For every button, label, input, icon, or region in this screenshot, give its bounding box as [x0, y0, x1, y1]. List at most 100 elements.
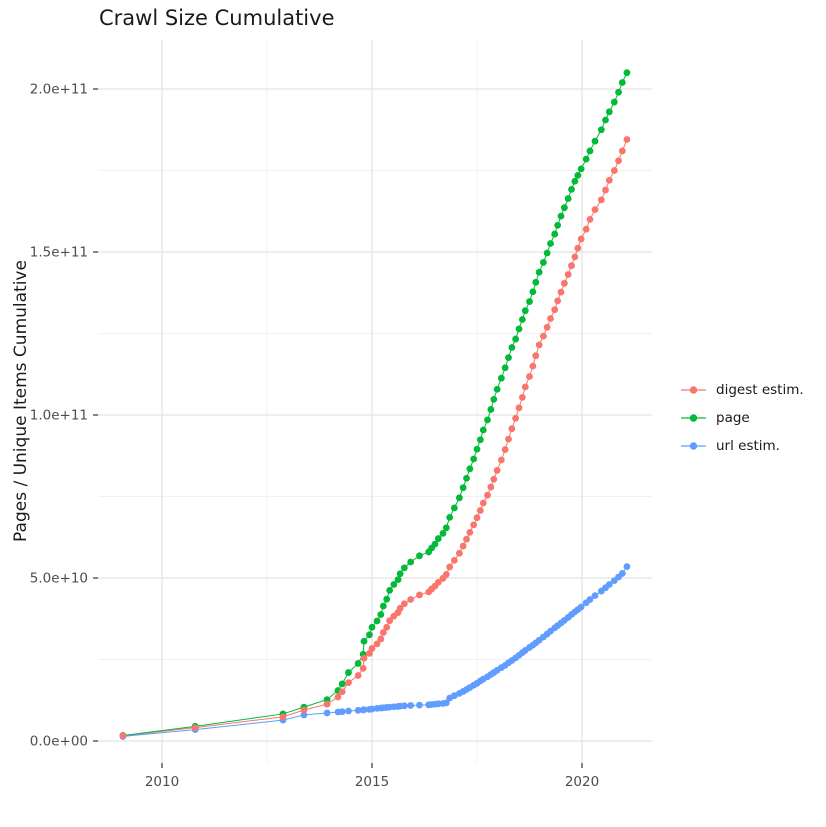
data-point: [568, 186, 575, 193]
data-point: [577, 603, 585, 611]
data-point: [476, 507, 484, 514]
data-point: [463, 535, 470, 543]
data-point: [521, 383, 529, 391]
legend-item-digest: digest estim.: [680, 381, 804, 399]
data-point: [512, 335, 520, 343]
y-tick-label: 1.5e+11: [30, 245, 88, 261]
data-point: [597, 196, 605, 204]
data-point: [434, 535, 442, 542]
data-point: [574, 171, 582, 179]
data-point: [473, 445, 481, 453]
data-point: [466, 465, 474, 473]
data-point: [400, 564, 408, 572]
data-point: [508, 344, 516, 351]
data-point: [582, 225, 590, 233]
data-point: [416, 591, 423, 599]
data-point: [466, 528, 474, 536]
legend: digest estim. page url estim.: [680, 381, 804, 465]
data-point: [493, 385, 501, 393]
data-point: [557, 212, 565, 220]
data-point: [605, 581, 613, 588]
data-point: [345, 669, 352, 676]
data-point: [484, 491, 491, 499]
data-point: [379, 602, 387, 610]
data-point: [554, 297, 562, 305]
data-point: [479, 426, 487, 434]
data-point: [400, 702, 408, 710]
data-point: [354, 706, 362, 714]
legend-item-url: url estim.: [680, 437, 804, 455]
data-point: [434, 578, 442, 586]
x-tick-label: 2015: [355, 774, 389, 790]
x-tick-label: 2010: [145, 774, 179, 790]
axis-tick-labels: 0.0e+00 5.0e+10 1.0e+11 1.5e+11 2.0e+11 2010 2…: [30, 82, 599, 791]
data-point: [557, 288, 565, 296]
data-point: [623, 563, 631, 570]
data-point: [618, 79, 626, 86]
data-point: [359, 664, 367, 672]
data-point: [597, 126, 605, 134]
y-axis-title: Pages / Unique Items Cumulative: [11, 260, 31, 542]
data-point: [515, 325, 523, 333]
data-point: [615, 88, 622, 96]
data-point: [459, 484, 467, 492]
data-point: [323, 709, 331, 717]
data-point: [354, 660, 362, 667]
data-point: [610, 167, 618, 174]
series-points-page: [119, 69, 631, 739]
data-point: [564, 195, 572, 202]
axis-ticks: [93, 88, 583, 768]
data-point: [473, 514, 481, 522]
gridlines-minor: [98, 40, 652, 763]
data-point: [508, 425, 516, 433]
data-point: [431, 540, 439, 548]
data-point: [360, 706, 368, 714]
data-point: [119, 732, 127, 740]
data-point: [470, 521, 478, 529]
data-point: [591, 206, 599, 214]
data-point: [279, 713, 287, 721]
data-point: [354, 672, 362, 679]
data-point: [602, 116, 609, 124]
data-point: [532, 278, 540, 286]
data-point: [442, 699, 450, 707]
y-tick-label: 1.0e+11: [30, 408, 88, 424]
data-point: [416, 552, 423, 560]
data-point: [487, 406, 495, 413]
data-point: [582, 155, 590, 163]
data-point: [345, 707, 352, 715]
data-point: [484, 416, 491, 424]
data-point: [515, 404, 523, 412]
data-point: [368, 623, 376, 631]
data-point: [610, 98, 618, 106]
legend-key-digest-icon: [681, 386, 706, 394]
data-point: [459, 542, 467, 550]
data-point: [394, 576, 402, 584]
series-line-page: [122, 72, 628, 736]
data-point: [615, 157, 622, 165]
legend-key-page-icon: [681, 414, 706, 422]
data-point: [383, 623, 391, 631]
data-point: [526, 298, 533, 305]
y-tick-label: 5.0e+10: [30, 571, 88, 587]
data-point: [366, 631, 373, 639]
legend-key-url-icon: [681, 442, 706, 450]
data-point: [518, 393, 526, 401]
legend-label-digest: digest estim.: [716, 382, 804, 398]
data-point: [532, 352, 540, 360]
data-point: [577, 165, 585, 173]
data-point: [338, 688, 346, 696]
legend-label-url: url estim.: [716, 438, 780, 454]
data-point: [400, 600, 408, 608]
data-point: [591, 137, 599, 145]
legend-item-page: page: [680, 409, 804, 427]
data-point: [493, 467, 501, 474]
data-point: [547, 240, 554, 247]
data-point: [338, 708, 346, 716]
data-point: [505, 354, 512, 362]
data-point: [407, 702, 415, 709]
data-point: [191, 724, 199, 732]
data-point: [539, 259, 547, 266]
data-point: [300, 711, 308, 719]
